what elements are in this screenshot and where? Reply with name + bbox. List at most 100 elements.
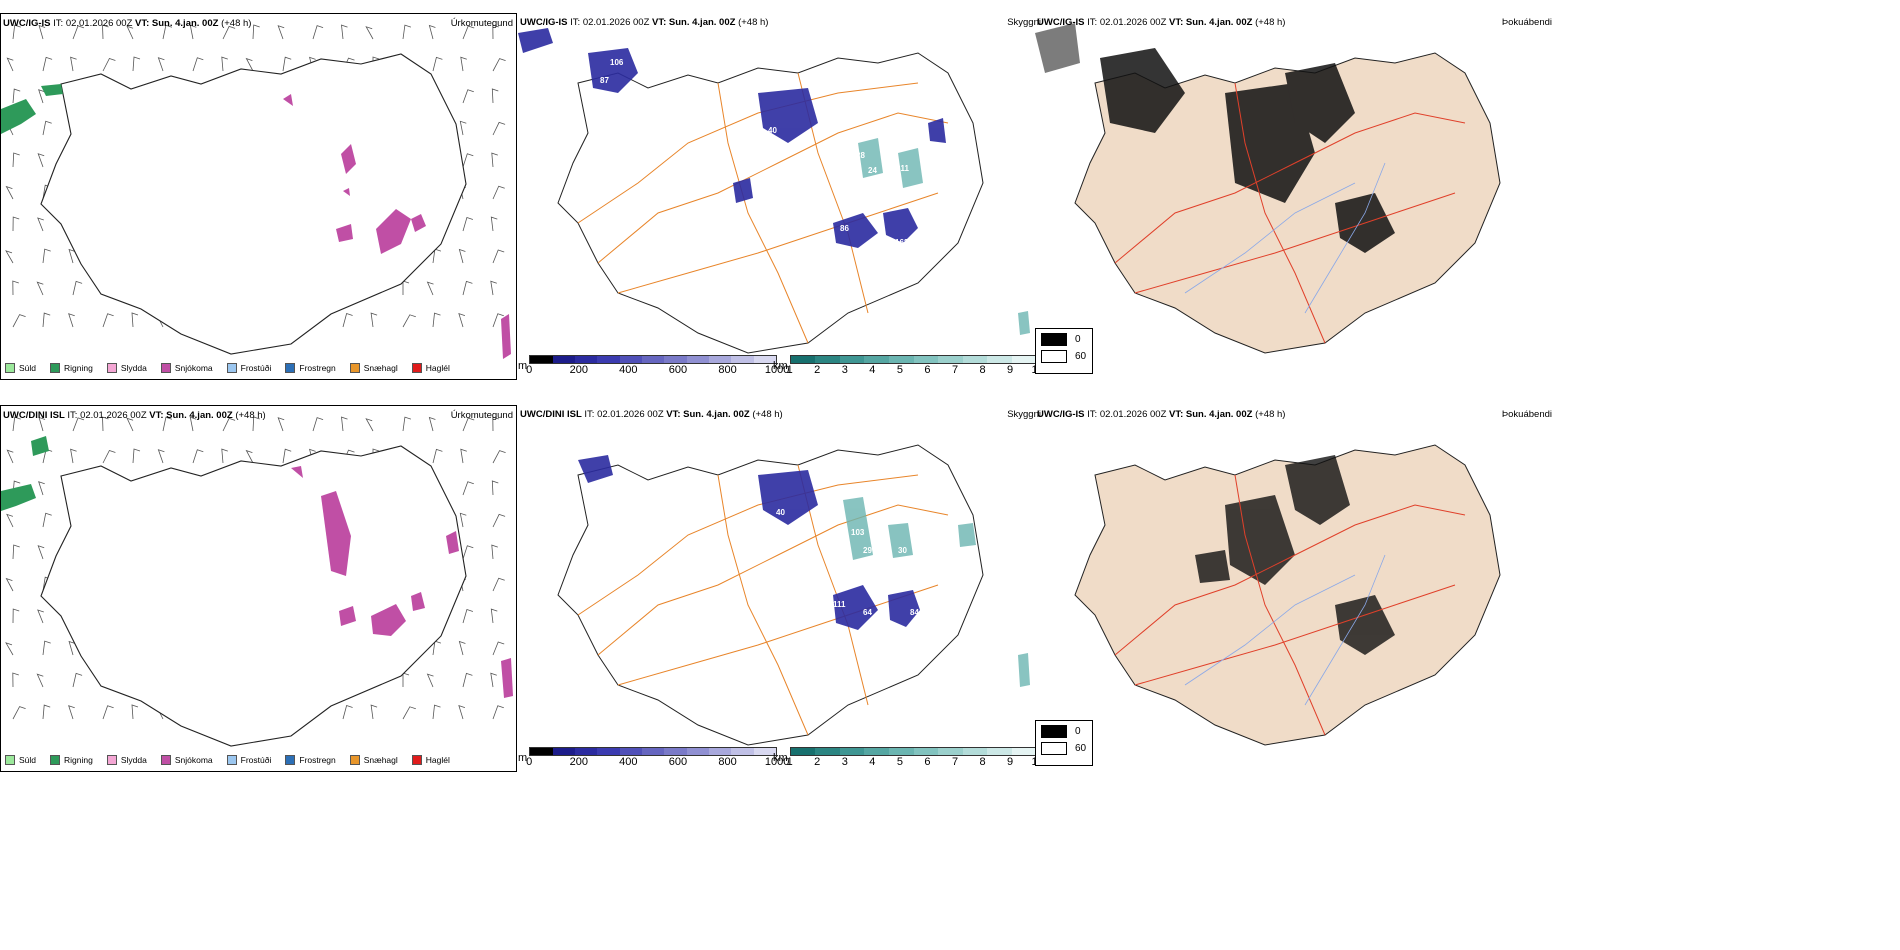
colorbar-ticks: 12345678910 <box>787 756 1044 768</box>
wind-barb <box>490 216 498 232</box>
colorbar-tick-label: 9 <box>1007 756 1014 768</box>
colorbar-cell <box>790 748 816 755</box>
colorbar-cell <box>913 748 939 755</box>
wind-barb <box>12 672 19 688</box>
wind-barb <box>462 481 474 496</box>
colorbar-cells <box>529 747 778 756</box>
legend-swatch <box>411 363 422 373</box>
wind-barb <box>341 416 348 432</box>
wind-barb <box>12 544 20 560</box>
colorbar-cell <box>574 748 598 755</box>
wind-barb <box>402 672 410 687</box>
panel-title: UWC/IG-IS IT: 02.01.2026 00Z VT: Sun. 4.… <box>520 17 769 28</box>
precip-type-map-top <box>1 24 511 359</box>
colorbar-cell <box>530 748 553 755</box>
cloud-base-areas <box>578 455 920 630</box>
legend-item: Haglél <box>411 755 450 765</box>
wind-barb <box>221 448 228 464</box>
wind-barb <box>68 313 75 328</box>
wind-barb <box>132 448 141 464</box>
wind-barb <box>365 26 374 40</box>
wind-barb <box>68 640 76 656</box>
fog-legend: 0 60 <box>1035 328 1093 374</box>
wind-barb <box>245 449 254 464</box>
colorbar-tick-label: 1000 <box>764 364 790 376</box>
wind-barb <box>131 704 139 720</box>
legend-swatch <box>349 755 360 765</box>
wind-barb <box>432 312 441 328</box>
colorbar-cell <box>790 356 816 363</box>
colorbar-cell <box>1012 748 1037 755</box>
wind-barb <box>70 448 77 464</box>
panel-type-label: Úrkomutegund <box>450 410 513 421</box>
colorbar-cell <box>815 356 840 363</box>
cloud-map-bottom: 103 29 104 111 84 64 30 16 40 <box>557 444 1030 746</box>
wind-barb <box>42 120 52 136</box>
wind-barb <box>72 25 85 40</box>
cloud-label: 87 <box>600 76 609 85</box>
colorbar-tick-label: 7 <box>951 364 959 376</box>
colorbar-cell <box>731 356 754 363</box>
fog-panel-bottom: UWC/IG-IS IT: 02.01.2026 00Z VT: Sun. 4.… <box>1035 405 1555 772</box>
cloud-label: 211 <box>896 164 909 173</box>
cloud-label: 64 <box>863 608 872 617</box>
legend-item: Snæhagl <box>349 755 398 765</box>
legend-item: Slydda <box>106 755 147 765</box>
wind-barb <box>192 57 204 72</box>
legend-swatch <box>160 755 171 765</box>
wind-barb <box>42 512 52 528</box>
wind-barb <box>5 250 14 264</box>
wind-barb <box>37 545 45 560</box>
wind-barb <box>492 185 505 200</box>
cloud-labels: 86 106 162 28 24 211 108 30 106 87 40 <box>600 58 930 247</box>
cloud-label: 30 <box>898 546 907 555</box>
wind-barb <box>492 121 506 136</box>
precip-rain-areas <box>1 84 63 134</box>
wind-barb <box>491 88 499 104</box>
wind-barb <box>462 216 474 232</box>
river-network <box>1184 554 1386 706</box>
wind-barb <box>6 57 14 72</box>
wind-barb <box>490 672 497 688</box>
wind-barb <box>491 480 499 496</box>
visibility-areas <box>858 138 1030 335</box>
wind-barb <box>5 577 14 592</box>
panel-title: UWC/IG-IS IT: 02.01.2026 00Z VT: Sun. 4.… <box>3 18 252 29</box>
wind-barb <box>458 248 466 264</box>
wind-barb <box>458 640 466 656</box>
wind-barb <box>222 417 236 432</box>
road-network <box>577 464 949 736</box>
fog-legend-item: 0 <box>1041 725 1092 738</box>
colorbar-cell <box>641 356 665 363</box>
iceland-coastline <box>557 444 984 746</box>
fog-legend-item: 0 <box>1041 333 1092 346</box>
legend-swatch <box>285 363 296 373</box>
wind-barb <box>222 25 236 40</box>
wind-barb <box>426 281 434 296</box>
wind-barb <box>12 314 26 328</box>
legend-swatch <box>5 363 15 373</box>
wind-barb <box>12 216 20 232</box>
wind-barb <box>462 545 474 560</box>
wind-barb <box>492 24 499 40</box>
colorbar-cell <box>619 356 642 363</box>
fog-panel-top: UWC/IG-IS IT: 02.01.2026 00Z VT: Sun. 4.… <box>1035 13 1555 380</box>
wind-barb <box>102 450 116 464</box>
visibility-colorbar: km 12345678910 <box>773 747 1044 768</box>
wind-barb <box>70 56 77 72</box>
precip-rain-areas <box>1 436 49 511</box>
iceland-coastline <box>557 52 984 354</box>
iceland-land <box>1074 52 1501 354</box>
wind-barb <box>462 280 473 296</box>
wind-barb <box>462 25 475 40</box>
legend-swatch <box>160 363 171 373</box>
wind-barb <box>68 705 75 720</box>
wind-barb <box>365 418 374 432</box>
colorbar-cell <box>574 356 598 363</box>
visibility-colorbar: km 12345678910 <box>773 355 1044 376</box>
colorbar-cell <box>731 748 754 755</box>
colorbar-tick-label: 2 <box>814 756 821 768</box>
cloud-label: 29 <box>863 546 872 555</box>
wind-barb <box>312 25 324 40</box>
legend-item: Rigning <box>50 363 93 373</box>
